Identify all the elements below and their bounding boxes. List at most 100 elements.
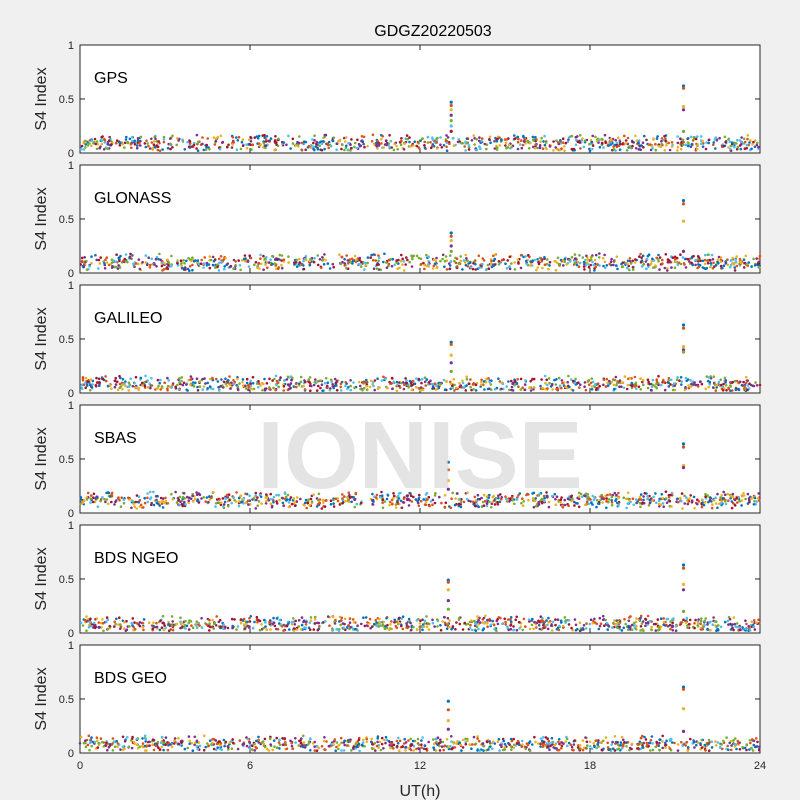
data-point xyxy=(504,141,508,144)
data-point xyxy=(104,375,107,378)
data-point xyxy=(662,620,666,624)
data-point xyxy=(689,379,692,382)
data-point xyxy=(418,493,421,497)
data-point xyxy=(474,499,478,502)
data-point xyxy=(112,259,115,263)
data-point xyxy=(558,148,561,152)
data-point xyxy=(346,259,350,262)
panel-label: GALILEO xyxy=(94,310,162,327)
data-point xyxy=(474,262,477,266)
data-point xyxy=(590,385,594,388)
data-point xyxy=(717,502,721,506)
data-point xyxy=(668,499,672,503)
data-point xyxy=(509,618,512,621)
data-point xyxy=(505,385,509,388)
data-point xyxy=(730,624,734,627)
data-point xyxy=(259,257,262,260)
data-point xyxy=(574,377,577,381)
data-point xyxy=(376,737,380,740)
data-point xyxy=(290,620,294,624)
spike-point xyxy=(681,350,686,354)
data-point xyxy=(218,148,222,151)
data-point xyxy=(265,382,269,385)
data-point xyxy=(489,262,493,266)
data-point xyxy=(131,384,135,388)
data-point xyxy=(170,492,173,496)
data-point xyxy=(473,143,476,146)
axes-box xyxy=(79,524,761,634)
data-point xyxy=(243,259,247,263)
data-point xyxy=(534,504,538,508)
data-point xyxy=(286,383,290,386)
data-point xyxy=(521,628,524,632)
data-point xyxy=(278,253,282,257)
data-point xyxy=(504,623,508,626)
data-point xyxy=(542,626,546,630)
data-point xyxy=(462,259,466,262)
data-point xyxy=(681,507,684,510)
spike xyxy=(681,199,686,253)
data-point xyxy=(358,258,361,262)
data-point xyxy=(545,147,548,151)
data-point xyxy=(278,498,281,502)
data-point xyxy=(417,504,421,508)
data-point xyxy=(746,502,750,505)
data-point xyxy=(729,389,732,393)
data-point xyxy=(482,259,486,262)
data-point xyxy=(165,266,169,269)
data-point xyxy=(461,379,464,383)
data-point xyxy=(251,143,254,146)
data-point xyxy=(383,500,387,503)
data-point xyxy=(590,377,594,380)
data-point xyxy=(162,628,166,632)
data-point xyxy=(612,147,616,151)
data-point xyxy=(288,628,291,631)
data-point xyxy=(374,496,378,499)
data-point xyxy=(97,621,101,624)
data-point xyxy=(714,389,718,392)
data-point xyxy=(628,268,631,272)
data-point xyxy=(671,621,674,625)
data-point xyxy=(694,263,697,267)
data-point xyxy=(741,628,745,631)
data-point xyxy=(384,741,387,745)
data-point xyxy=(519,377,523,381)
data-point xyxy=(277,622,281,625)
data-point xyxy=(380,142,383,145)
data-point xyxy=(443,265,446,269)
data-point xyxy=(615,383,618,387)
spike-point xyxy=(449,129,453,133)
data-point xyxy=(708,380,712,384)
data-point xyxy=(558,624,561,628)
data-point xyxy=(363,386,366,390)
data-point xyxy=(224,497,227,500)
data-point xyxy=(511,389,515,392)
data-point xyxy=(667,381,670,385)
data-point xyxy=(302,259,305,263)
data-point xyxy=(484,614,487,618)
data-point xyxy=(541,266,544,270)
data-point xyxy=(309,616,313,619)
data-point xyxy=(447,141,451,144)
data-point xyxy=(494,253,497,256)
data-point xyxy=(225,145,229,149)
data-point xyxy=(249,382,252,386)
data-point xyxy=(138,624,142,628)
data-point xyxy=(614,623,617,626)
data-point xyxy=(601,142,604,145)
data-point xyxy=(406,137,410,141)
data-point xyxy=(204,148,208,151)
data-point xyxy=(143,381,146,384)
data-point xyxy=(223,267,226,271)
data-point xyxy=(179,620,182,623)
data-point xyxy=(185,624,189,628)
data-point xyxy=(573,500,576,504)
data-point xyxy=(497,496,500,500)
data-point xyxy=(462,386,465,390)
data-point xyxy=(257,262,260,265)
data-point xyxy=(402,742,406,745)
data-point xyxy=(89,378,93,381)
data-point xyxy=(746,379,749,383)
data-point xyxy=(420,381,423,385)
data-point xyxy=(358,384,362,388)
